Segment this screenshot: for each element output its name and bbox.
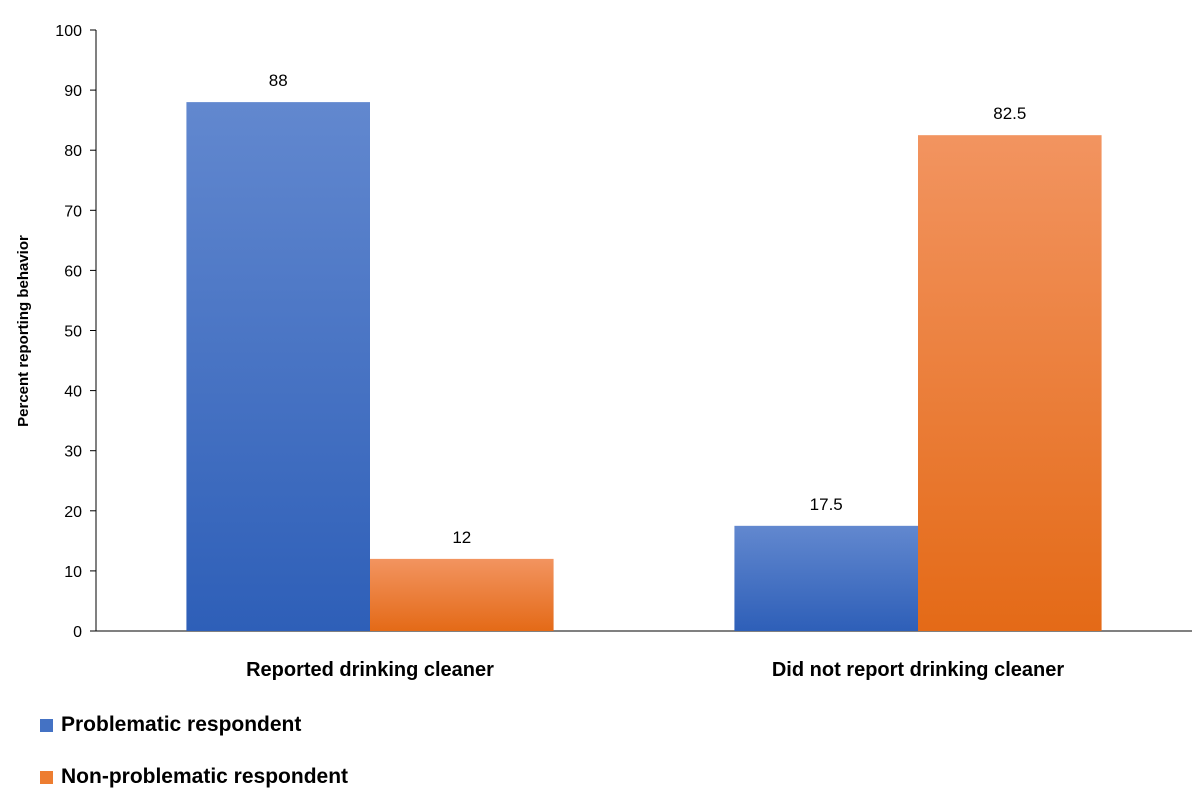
bars (186, 102, 1102, 632)
y-tick-label: 100 (55, 23, 82, 40)
data-label: 17.5 (810, 495, 843, 514)
bar-non-problematic (370, 558, 554, 631)
data-label: 88 (269, 71, 288, 90)
bar-non-problematic (918, 135, 1102, 632)
x-axis: Reported drinking cleaner Did not report … (96, 630, 1192, 681)
y-tick-label: 90 (64, 83, 82, 100)
legend-item-problematic: Problematic respondent (40, 713, 301, 737)
y-tick-label: 0 (73, 624, 82, 641)
legend-label-problematic: Problematic respondent (61, 713, 302, 736)
data-label: 82.5 (993, 104, 1026, 123)
y-axis-label: Percent reporting behavior (15, 235, 32, 427)
y-tick-label: 30 (64, 444, 82, 461)
y-tick-label: 20 (64, 504, 82, 521)
legend-item-non-problematic: Non-problematic respondent (40, 765, 348, 789)
y-tick-label: 70 (64, 203, 82, 220)
data-label: 12 (452, 528, 471, 547)
y-tick-label: 50 (64, 324, 82, 341)
legend-swatch-blue (40, 718, 53, 732)
x-category-label: Did not report drinking cleaner (772, 659, 1064, 681)
bar-problematic (734, 525, 918, 631)
legend-swatch-orange (40, 770, 53, 784)
data-labels: 88 12 17.5 82.5 (269, 71, 1027, 547)
y-tick-label: 60 (64, 263, 82, 280)
legend-label-non-problematic: Non-problematic respondent (61, 765, 349, 788)
bar-problematic (186, 102, 370, 632)
y-tick-label: 10 (64, 564, 82, 581)
y-tick-label: 80 (64, 143, 82, 160)
x-category-label: Reported drinking cleaner (246, 659, 494, 681)
y-axis: 0 10 20 30 40 50 60 70 80 90 100 (55, 23, 97, 641)
y-tick-label: 40 (64, 384, 82, 401)
